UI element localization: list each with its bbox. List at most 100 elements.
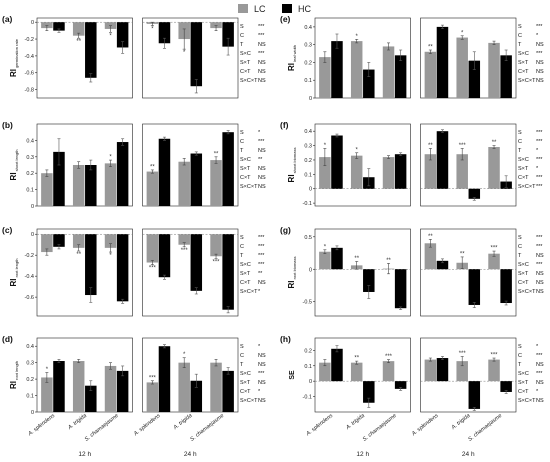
bar-hc xyxy=(363,269,375,292)
stat-significance: *** xyxy=(536,24,543,30)
bar-hc xyxy=(500,55,512,98)
panel-tag: (e) xyxy=(280,14,291,24)
stat-significance: NS xyxy=(536,78,544,84)
stat-significance: NS xyxy=(536,289,544,295)
panel-tag: (d) xyxy=(2,334,13,344)
stat-term: C×T xyxy=(240,280,251,286)
bar-hc xyxy=(53,234,65,247)
bar-hc xyxy=(85,385,97,412)
stats-block: S ***C *T NSS×C ***S×T NSC×T NSS×C×T NS xyxy=(518,24,544,84)
bar-hc xyxy=(190,380,203,412)
stat-term: C xyxy=(240,244,244,250)
bar-lc xyxy=(210,160,222,206)
stat-significance: NS xyxy=(536,380,544,386)
y-tick-label: 0.4 xyxy=(304,25,312,31)
stats-block: S *** C *** T *** S×C *** S×T ** C×T NSS×C×T * xyxy=(240,235,266,295)
stat-significance: * xyxy=(536,166,539,172)
significance-label: * xyxy=(109,155,112,161)
y-tick-label: 0.1 xyxy=(304,78,312,84)
stat-significance: *** xyxy=(258,51,265,57)
legend-label-lc: LC xyxy=(254,4,266,14)
stat-significance: *** xyxy=(536,139,543,145)
panels: (a) RI germination rate 0 -0.2 -0.4 -0.6 -0.8 *… xyxy=(2,14,544,416)
y-axis-label-main: RI xyxy=(287,174,296,182)
plot-frame xyxy=(36,228,133,317)
stat-term: C xyxy=(240,139,244,145)
bar-lc xyxy=(41,173,53,206)
y-tick-label: -0.5 xyxy=(303,300,312,306)
stat-term: S×T xyxy=(240,166,251,172)
y-tick-label: 0.2 xyxy=(26,171,34,177)
legend-swatch-lc xyxy=(238,4,248,13)
stat-term: S×C×T xyxy=(240,289,258,295)
stats-block: S ***C ***T *S×C ***S×T *C×T ***S×C×T *** xyxy=(518,130,543,190)
y-tick-label: 0.4 xyxy=(26,344,34,350)
bar-hc xyxy=(331,247,343,270)
bar-hc xyxy=(222,234,234,310)
bar-lc xyxy=(41,22,53,29)
y-tick-label: 0.3 xyxy=(304,144,312,150)
x-tick-label: A. trigida xyxy=(66,413,88,432)
bar-lc xyxy=(456,154,468,189)
bar-lc xyxy=(456,361,468,382)
stat-term: C×T xyxy=(518,280,529,286)
y-tick-label: 0.4 xyxy=(26,138,34,144)
significance-label: * xyxy=(109,253,112,259)
plot-frame xyxy=(314,17,411,99)
bar-lc xyxy=(319,362,331,382)
x-tick-label: S. chamaejasme xyxy=(189,413,225,443)
stat-significance: NS xyxy=(258,78,266,84)
legend-swatch-hc xyxy=(282,4,292,13)
significance-label: ** xyxy=(76,39,81,45)
stats-block: S *C ***T NSS×C **S×T NSC×T NSS×C×T NS xyxy=(240,130,266,190)
bar-hc xyxy=(436,26,449,99)
bar-lc xyxy=(178,362,190,412)
y-axis-label-main: RI xyxy=(287,63,296,71)
stat-significance: *** xyxy=(258,244,265,250)
stat-significance: NS xyxy=(258,362,266,368)
stat-significance: *** xyxy=(258,253,265,259)
bar-hc xyxy=(158,138,171,206)
y-tick-label: 0.1 xyxy=(26,394,34,400)
x-tick-label: A. splendens xyxy=(132,413,162,438)
stat-term: C xyxy=(518,244,522,250)
stat-significance: *** xyxy=(536,175,543,181)
bar-lc xyxy=(104,163,117,206)
panel-tag: (b) xyxy=(2,120,13,130)
bar-lc xyxy=(319,157,331,189)
y-tick-label: -0.1 xyxy=(303,201,312,207)
significance-label: ** xyxy=(214,151,219,157)
stat-significance: *** xyxy=(536,235,543,241)
stat-term: S×C xyxy=(240,51,251,57)
stat-significance: NS xyxy=(258,353,266,359)
stat-term: S×C×T xyxy=(518,398,536,404)
y-tick-label: 0 xyxy=(31,410,34,416)
bar-hc xyxy=(85,234,97,296)
y-axis-label: SE xyxy=(289,370,296,380)
bar-hc xyxy=(222,22,234,47)
stat-term: S×C×T xyxy=(240,78,258,84)
y-tick-label: -0.4 xyxy=(25,54,34,60)
bar-lc xyxy=(382,46,395,98)
stat-term: S xyxy=(240,344,244,350)
bar-lc xyxy=(146,171,159,206)
y-tick-label: -0.2 xyxy=(25,37,34,43)
bar-lc xyxy=(178,234,190,245)
legend-label-hc: HC xyxy=(298,4,311,14)
y-tick-label: 0 xyxy=(309,96,312,102)
bar-hc xyxy=(158,346,171,412)
bar-hc xyxy=(85,165,97,206)
bar-hc xyxy=(468,60,481,98)
y-tick-label: 0.5 xyxy=(304,235,312,241)
significance-label: * xyxy=(109,33,112,39)
x-tick-label: S. chamaejasme xyxy=(467,413,503,443)
stat-significance: *** xyxy=(258,139,265,145)
panel-tag: (c) xyxy=(2,225,13,235)
stat-term: T xyxy=(518,42,522,48)
y-tick-label: 0 xyxy=(31,232,34,238)
bar-hc xyxy=(468,269,481,305)
y-axis-label: RI leaf width xyxy=(287,45,297,71)
stat-significance: NS xyxy=(536,69,544,75)
